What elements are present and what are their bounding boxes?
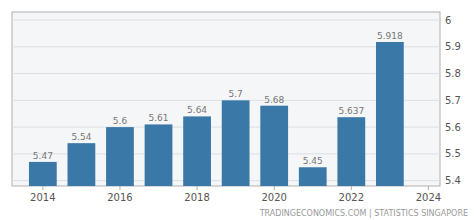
data-label: 5.64 [187, 105, 207, 115]
y-tick-label: 6 [445, 15, 451, 26]
y-tick-label: 5.4 [445, 175, 461, 186]
data-label: 5.6 [113, 116, 128, 126]
data-label: 5.54 [71, 132, 91, 142]
x-tick [197, 186, 198, 190]
bar [337, 117, 365, 186]
bar [183, 116, 211, 186]
bar [260, 106, 288, 186]
x-tick-label: 2018 [184, 192, 209, 203]
bar [68, 143, 96, 186]
data-label: 5.47 [33, 151, 53, 161]
grid-line [12, 46, 440, 47]
x-tick-label: 2014 [30, 192, 55, 203]
bar [106, 127, 134, 186]
x-tick [428, 186, 429, 190]
y-tick-label: 5.7 [445, 95, 461, 106]
x-tick-label: 2022 [339, 192, 364, 203]
data-label: 5.7 [228, 89, 242, 99]
bars [29, 42, 404, 186]
y-tick-label: 5.5 [445, 148, 461, 159]
bar [145, 124, 173, 186]
x-tick [42, 186, 43, 190]
annotation: TRADINGECONOMICS.COM | STATISTICS SINGAP… [259, 209, 468, 218]
x-tick [351, 186, 352, 190]
x-tick-label: 2020 [261, 192, 286, 203]
chart: 5.4 5.5 5.6 5.7 5.8 5.9 6 2014 2016 2018 2020 2022 2… [0, 0, 474, 220]
y-tick-label: 5.6 [445, 122, 461, 133]
bar [29, 162, 57, 186]
x-tick-label: 2016 [107, 192, 132, 203]
x-tick [274, 186, 275, 190]
bar [376, 42, 404, 186]
data-label: 5.61 [148, 113, 168, 123]
grid-line [12, 20, 440, 21]
bar [222, 100, 250, 186]
data-label: 5.918 [377, 31, 403, 41]
plot-frame [12, 12, 440, 186]
data-label: 5.45 [303, 156, 323, 166]
y-tick-label: 5.9 [445, 41, 461, 52]
bar [299, 167, 327, 186]
x-tick-label: 2024 [416, 192, 441, 203]
y-tick-label: 5.8 [445, 68, 461, 79]
grid-line [12, 73, 440, 74]
x-tick [119, 186, 120, 190]
data-label: 5.637 [338, 106, 364, 116]
data-label: 5.68 [264, 95, 284, 105]
